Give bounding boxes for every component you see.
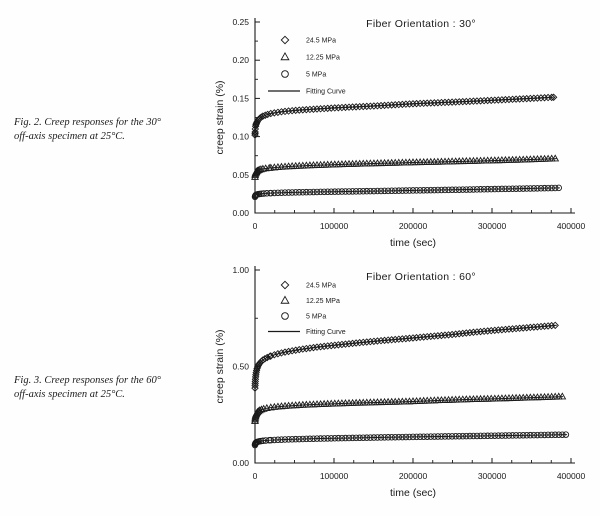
x-tick-label: 0 bbox=[253, 221, 258, 231]
fig2-caption-line1: Fig. 2. Creep responses for the 30° bbox=[14, 117, 161, 128]
y-tick-label: 1.00 bbox=[232, 265, 249, 275]
fig2-caption-line2: off-axis specimen at 25°C. bbox=[14, 130, 125, 142]
x-tick-label: 200000 bbox=[399, 471, 428, 481]
x-tick-label: 0 bbox=[253, 471, 258, 481]
legend-label: 5 MPa bbox=[306, 72, 326, 79]
series-triangle bbox=[251, 392, 567, 425]
legend-label: Fitting Curve bbox=[306, 89, 346, 96]
series-triangle bbox=[251, 154, 560, 180]
x-tick-label: 300000 bbox=[478, 221, 507, 231]
legend-label: 5 MPa bbox=[306, 314, 326, 321]
creep-chart-60deg: 0 100000 200000 300000 400000 0.00 0.50 1.00 Fib… bbox=[214, 265, 586, 499]
fig3-caption: Fig. 3. Creep responses for the 60° off-… bbox=[14, 374, 239, 401]
fitting-curve bbox=[254, 396, 564, 422]
y-tick-label: 0.20 bbox=[232, 55, 249, 65]
chart-title: Fiber Orientation : 60° bbox=[366, 271, 476, 283]
legend: 24.5 MPa 12.25 MPa 5 MPa Fitting Curve bbox=[268, 280, 346, 336]
y-tick-label: 0.15 bbox=[232, 93, 249, 103]
x-tick-label: 200000 bbox=[399, 221, 428, 231]
x-axis-label: time (sec) bbox=[390, 487, 436, 499]
fitting-curve bbox=[254, 158, 557, 178]
legend-label: 24.5 MPa bbox=[306, 38, 336, 45]
fitting-curve bbox=[254, 187, 560, 197]
fig2-caption: Fig. 2. Creep responses for the 30° off-… bbox=[14, 116, 239, 143]
y-axis-label: creep strain (%) bbox=[214, 329, 226, 403]
fig3-caption-line1: Fig. 3. Creep responses for the 60° bbox=[14, 375, 161, 386]
series-circle bbox=[251, 431, 570, 449]
x-tick-label: 100000 bbox=[320, 221, 349, 231]
y-tick-label: 0.00 bbox=[232, 208, 249, 218]
fitting-curve bbox=[254, 96, 554, 136]
x-tick-label: 300000 bbox=[478, 471, 507, 481]
fig3-caption-line2: off-axis specimen at 25°C. bbox=[14, 388, 125, 400]
y-tick-label: 0.00 bbox=[232, 458, 249, 468]
series-diamond bbox=[251, 93, 558, 139]
y-axis-label: creep strain (%) bbox=[214, 80, 226, 154]
y-tick-label: 0.10 bbox=[232, 132, 249, 142]
legend-label: 24.5 MPa bbox=[306, 283, 336, 290]
series-circle bbox=[251, 184, 563, 201]
legend: 24.5 MPa 12.25 MPa 5 MPa Fitting Curve bbox=[268, 35, 346, 96]
legend-label: Fitting Curve bbox=[306, 329, 346, 336]
series-diamond bbox=[251, 321, 559, 392]
x-tick-label: 400000 bbox=[557, 221, 586, 231]
y-tick-label: 0.50 bbox=[232, 362, 249, 372]
x-tick-label: 400000 bbox=[557, 471, 586, 481]
chart-title: Fiber Orientation : 30° bbox=[366, 18, 476, 30]
fitting-curve bbox=[254, 434, 568, 446]
axes: 0 100000 200000 300000 400000 0.00 0.05 0.10 0.1… bbox=[232, 17, 585, 231]
x-axis-label: time (sec) bbox=[390, 237, 436, 249]
legend-label: 12.25 MPa bbox=[306, 55, 340, 62]
legend-label: 12.25 MPa bbox=[306, 298, 340, 305]
fitting-curve bbox=[254, 324, 557, 389]
y-tick-label: 0.05 bbox=[232, 170, 249, 180]
x-tick-label: 100000 bbox=[320, 471, 349, 481]
y-tick-label: 0.25 bbox=[232, 17, 249, 27]
creep-chart-30deg: 0 100000 200000 300000 400000 0.00 0.05 0.10 0.1… bbox=[214, 17, 585, 249]
